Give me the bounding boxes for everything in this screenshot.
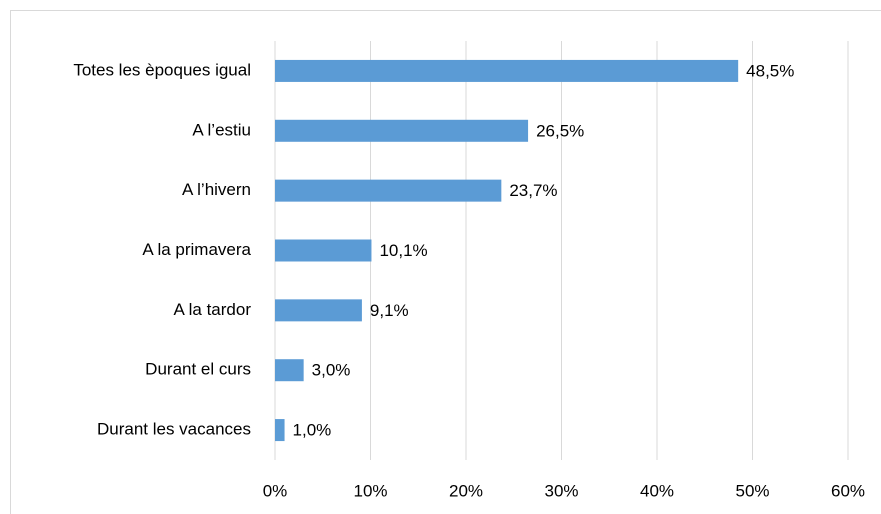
bar: [275, 239, 372, 262]
bar: [275, 179, 502, 202]
data-label: 23,7%: [509, 181, 557, 200]
bar: [275, 59, 739, 82]
y-tick-label: Totes les èpoques igual: [73, 60, 251, 79]
x-tick-label: 40%: [640, 481, 674, 500]
y-tick-label: A la primavera: [142, 240, 251, 259]
data-label: 26,5%: [536, 121, 584, 140]
data-label: 48,5%: [746, 61, 794, 80]
bar: [275, 359, 304, 382]
y-tick-label: Durant les vacances: [97, 420, 251, 439]
x-tick-label: 30%: [544, 481, 578, 500]
y-tick-label: A la tardor: [174, 300, 252, 319]
x-tick-label: 0%: [263, 481, 288, 500]
y-tick-label: A l’estiu: [192, 120, 251, 139]
data-label: 9,1%: [370, 301, 409, 320]
x-tick-label: 60%: [831, 481, 865, 500]
y-tick-label: Durant el curs: [145, 360, 251, 379]
data-label: 10,1%: [379, 241, 427, 260]
data-label: 3,0%: [312, 361, 351, 380]
data-label: 1,0%: [293, 421, 332, 440]
bar: [275, 299, 362, 322]
bar: [275, 419, 285, 442]
x-tick-label: 50%: [735, 481, 769, 500]
x-tick-label: 20%: [449, 481, 483, 500]
y-tick-label: A l’hivern: [182, 180, 251, 199]
chart-border: [10, 10, 881, 514]
x-tick-label: 10%: [353, 481, 387, 500]
bar: [275, 119, 529, 142]
